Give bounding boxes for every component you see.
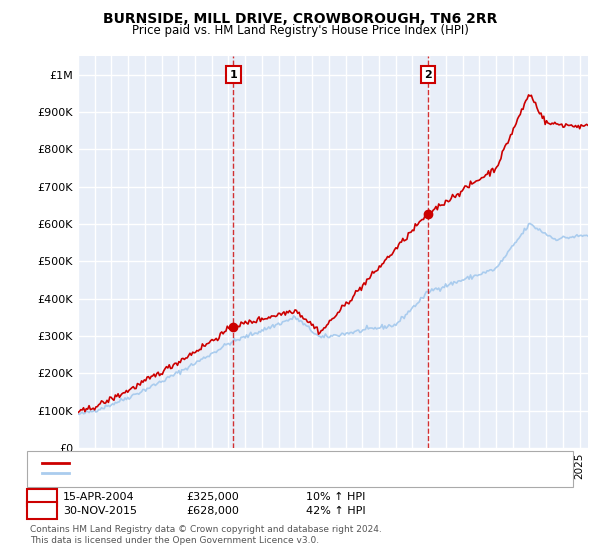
Text: £325,000: £325,000	[186, 492, 239, 502]
Text: BURNSIDE, MILL DRIVE, CROWBOROUGH, TN6 2RR (detached house): BURNSIDE, MILL DRIVE, CROWBOROUGH, TN6 2…	[72, 458, 416, 468]
Text: 15-APR-2004: 15-APR-2004	[63, 492, 134, 502]
Text: 2: 2	[38, 506, 46, 516]
Text: Contains HM Land Registry data © Crown copyright and database right 2024.
This d: Contains HM Land Registry data © Crown c…	[30, 525, 382, 545]
Text: £628,000: £628,000	[186, 506, 239, 516]
Text: 1: 1	[229, 70, 237, 80]
Text: Price paid vs. HM Land Registry's House Price Index (HPI): Price paid vs. HM Land Registry's House …	[131, 24, 469, 36]
Text: 1: 1	[38, 492, 46, 502]
Text: 30-NOV-2015: 30-NOV-2015	[63, 506, 137, 516]
Text: BURNSIDE, MILL DRIVE, CROWBOROUGH, TN6 2RR: BURNSIDE, MILL DRIVE, CROWBOROUGH, TN6 2…	[103, 12, 497, 26]
Text: HPI: Average price, detached house, Wealden: HPI: Average price, detached house, Weal…	[72, 468, 299, 478]
Text: 10% ↑ HPI: 10% ↑ HPI	[306, 492, 365, 502]
Text: 2: 2	[424, 70, 431, 80]
Text: 42% ↑ HPI: 42% ↑ HPI	[306, 506, 365, 516]
